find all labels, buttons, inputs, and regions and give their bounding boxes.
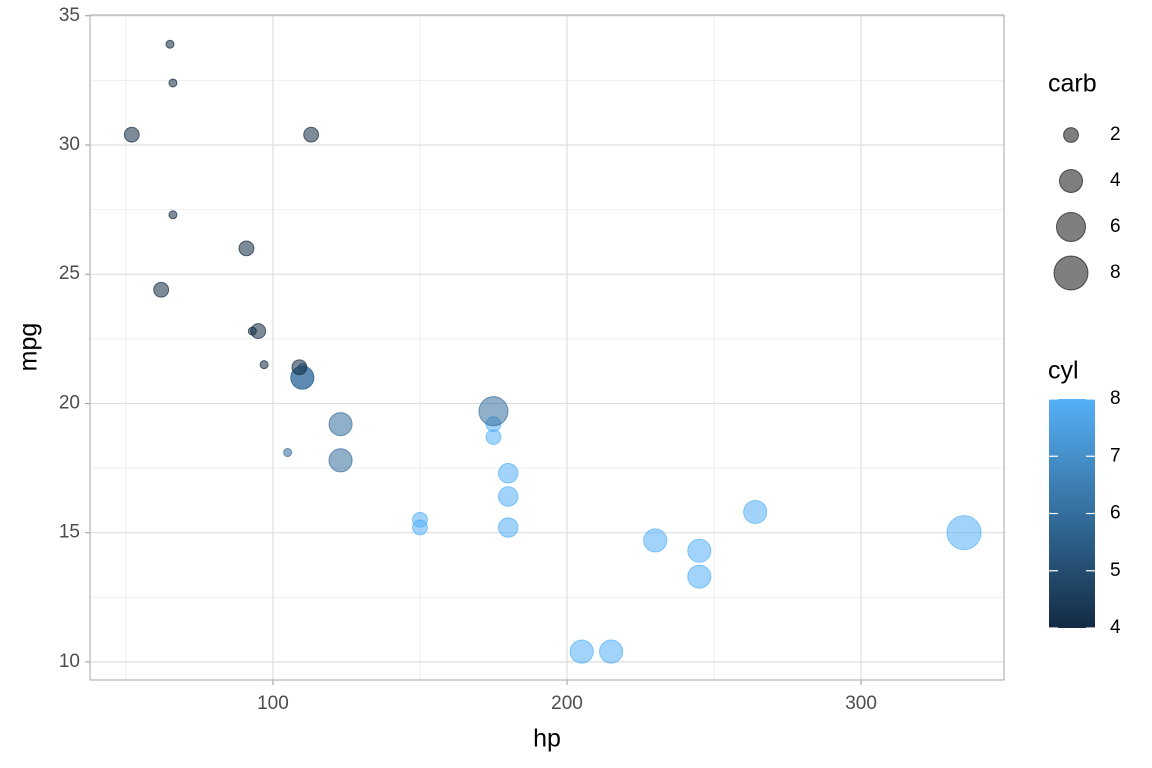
point [291,359,308,376]
legend-label: 7 [1110,445,1121,466]
legend-label: 4 [1110,170,1121,191]
y-tick-label: 10 [59,651,80,672]
point [123,126,140,143]
legend-title: carb [1048,70,1097,98]
legend-key [1058,168,1084,194]
point [168,78,178,88]
legend-label: 2 [1110,124,1121,145]
point [328,412,353,437]
point [478,396,509,427]
point [165,39,175,49]
point [250,323,267,340]
point [497,517,519,538]
point [412,519,428,536]
point [497,463,519,484]
legend-title: cyl [1048,357,1079,385]
point [743,499,768,525]
point [328,448,353,473]
legend-label: 5 [1110,560,1121,581]
x-tick-label: 100 [257,693,289,714]
legend-label: 6 [1110,503,1121,524]
point [153,281,170,298]
point [238,240,255,257]
x-axis-title: hp [533,725,561,753]
point [946,515,982,551]
point [599,639,624,664]
y-tick-label: 15 [59,522,80,543]
point [687,564,712,589]
legend-label: 8 [1110,388,1121,409]
y-tick-label: 25 [59,263,80,284]
legend-key [1053,255,1089,291]
y-tick-label: 35 [59,5,80,26]
legend-label: 8 [1110,262,1121,283]
y-tick-label: 30 [59,134,80,155]
legend-key [1055,211,1087,243]
point [303,126,320,143]
point [569,639,594,664]
legend-key [1063,127,1079,143]
point [168,210,178,220]
point [283,448,293,458]
x-tick-label: 300 [845,693,877,714]
x-tick-label: 200 [551,693,583,714]
y-axis-title: mpg [15,323,43,372]
point [259,360,269,370]
legend-label: 4 [1110,617,1121,638]
legend-label: 6 [1110,216,1121,237]
point [687,538,712,563]
point [497,486,519,507]
panel-border [89,14,1005,681]
y-tick-label: 20 [59,392,80,413]
point [643,528,668,553]
